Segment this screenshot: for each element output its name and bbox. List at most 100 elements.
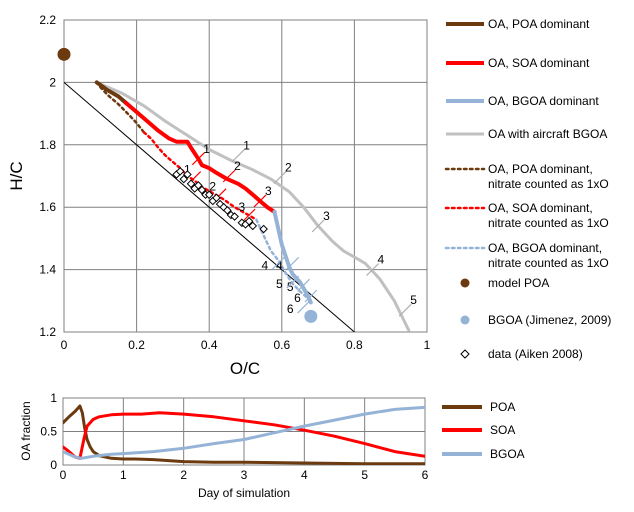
main-series-group [94, 80, 411, 332]
legend-label-line1: OA, SOA dominant, [488, 201, 593, 215]
legend-label-model-poa: model POA [488, 276, 549, 290]
sub-series-line-bgoa [63, 405, 425, 460]
main-x-tick-label: 1 [424, 338, 431, 352]
day-marker-tick [311, 219, 325, 233]
sub-series-line-soa [63, 411, 425, 460]
main-x-tick-label: 0.6 [273, 338, 290, 352]
aiken-data-group [172, 167, 268, 234]
day-marker-tick [297, 278, 311, 292]
series-line-soa-nit [142, 131, 258, 221]
legend-label-soa-dom: OA, SOA dominant [488, 56, 590, 70]
main-y-ticks: 1.2 1.4 1.6 1.8 2 2.2 [39, 13, 56, 339]
sub-x-tick-label: 6 [422, 468, 429, 482]
day-marker-label: 1 [203, 142, 210, 156]
legend-label-bgoa-jimenez: BGOA (Jimenez, 2009) [488, 313, 611, 327]
day-marker-label: 3 [265, 184, 272, 198]
aiken-data-point [259, 224, 268, 234]
aiken-data-point [248, 221, 258, 231]
aiken-data-point [230, 212, 239, 221]
sub-y-axis-label: OA fraction [19, 401, 33, 460]
day-marker-tick [366, 263, 379, 277]
sub-x-tick-label: 5 [361, 468, 368, 482]
sub-legend-label-poa: POA [490, 400, 515, 414]
day-marker-label: 5 [276, 277, 283, 291]
sub-x-tick-label: 3 [241, 468, 248, 482]
aiken-data-point [194, 181, 203, 190]
legend-label-poa-dom: OA, POA dominant [488, 17, 590, 31]
legend-label-line2: nitrate counted as 1xO [488, 177, 609, 191]
legend-swatch-aiken-data [460, 349, 470, 359]
sub-y-ticks: 00.51 [40, 391, 57, 472]
sub-legend-label-bgoa: BGOA [490, 447, 525, 461]
aiken-data-point [223, 206, 232, 215]
day-marker-label: 2 [209, 180, 216, 194]
main-y-tick-label: 1.8 [39, 138, 56, 152]
day-marker-tick [297, 300, 311, 314]
series-line-soa-dom [123, 100, 277, 214]
main-x-tick-label: 0.8 [346, 338, 363, 352]
day-marker-tick [286, 275, 300, 289]
sub-x-tick-label: 2 [180, 468, 187, 482]
sub-x-tick-label: 0 [60, 468, 67, 482]
day-marker-label: 5 [287, 280, 294, 294]
main-y-tick-label: 2 [49, 75, 56, 89]
day-marker-label: 3 [238, 200, 245, 214]
day-marker-label: 4 [276, 258, 283, 272]
series-line-aircraft [98, 82, 411, 332]
aiken-data-point [186, 179, 196, 189]
main-x-tick-label: 0.4 [201, 338, 218, 352]
day-marker-label: 2 [285, 161, 292, 175]
main-y-tick-label: 1.2 [39, 325, 56, 339]
day-marker-label: 1 [243, 139, 250, 153]
day-marker-tick [286, 256, 300, 270]
day-marker-tick [222, 169, 236, 183]
sub-series-line-poa [63, 404, 425, 465]
aiken-data-point [175, 167, 185, 176]
main-legend: OA, POA dominant OA, SOA dominant OA, BGOA… [444, 17, 611, 361]
sub-x-axis-label: Day of simulation [198, 486, 290, 500]
sub-legend-label-soa: SOA [490, 423, 515, 437]
series-line-bgoa-nit [255, 218, 309, 299]
main-grid [63, 19, 428, 333]
legend-swatch-bgoa-jimenez [460, 315, 470, 325]
day-marker-label: 4 [261, 258, 268, 272]
main-x-ticks: 0 0.2 0.4 0.6 0.8 1 [61, 338, 431, 352]
sub-y-tick-label: 0 [50, 458, 57, 472]
legend-label-soa-nit: OA, SOA dominant, nitrate counted as 1xO [488, 201, 609, 230]
main-y-tick-label: 2.2 [39, 13, 56, 27]
aiken-data-point [179, 174, 189, 184]
day-marker-label: 1 [184, 163, 191, 177]
aiken-data-point [212, 193, 221, 203]
day-marker-label: 5 [410, 293, 417, 307]
aiken-data-point [244, 216, 254, 226]
aiken-data-point [183, 170, 192, 179]
main-x-tick-label: 0 [61, 338, 68, 352]
main-y-tick-label: 1.4 [39, 263, 56, 277]
point-markers-group [57, 47, 318, 323]
day-marker-label: 6 [294, 291, 301, 305]
legend-label-aiken-data: data (Aiken 2008) [488, 347, 583, 361]
main-y-axis-label: H/C [7, 161, 26, 190]
sub-x-tick-label: 1 [120, 468, 127, 482]
day-marker-tick [231, 149, 245, 163]
series-line-poa-dom [94, 80, 128, 105]
main-x-axis-label: O/C [230, 359, 260, 378]
main-plot-area [63, 19, 428, 333]
aiken-data-point [204, 190, 214, 200]
legend-label-line1: OA, BGOA dominant, [488, 241, 602, 255]
sub-legend: POA SOA BGOA [442, 400, 525, 461]
sub-series-group [63, 404, 425, 465]
day-marker-tick [398, 303, 412, 317]
sub-y-tick-label: 0.5 [40, 425, 57, 439]
main-x-tick-label: 0.2 [128, 338, 145, 352]
day-marker-label: 3 [323, 209, 330, 223]
legend-swatch-model-poa [460, 278, 470, 288]
day-marker-tick [273, 171, 287, 184]
main-y-tick-label: 1.6 [39, 200, 56, 214]
bgoa-jimenez-point [304, 309, 318, 323]
day-marker-label: 6 [287, 302, 294, 316]
